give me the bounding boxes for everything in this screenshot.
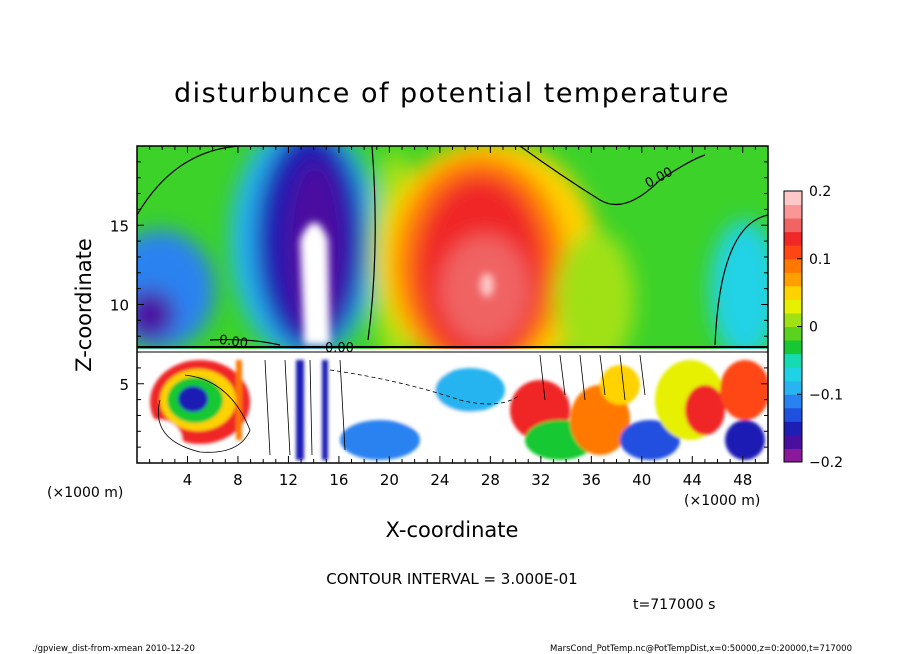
colorbar-swatch [784, 353, 802, 368]
x-axis-unit-left: (×1000 m) [47, 485, 123, 501]
colorbar-swatch [784, 218, 802, 233]
colorbar-swatch [784, 258, 802, 273]
colorbar-tick-label: −0.1 [809, 387, 843, 403]
x-tick-label: 4 [183, 471, 193, 489]
x-tick-label: 24 [430, 471, 449, 489]
x-tick-label: 20 [380, 471, 399, 489]
colorbar-swatch [784, 285, 802, 300]
x-tick-label: 36 [582, 471, 601, 489]
colorbar-swatch [784, 231, 802, 246]
x-tick-label: 32 [531, 471, 550, 489]
colorbar-swatch [784, 326, 802, 341]
y-tick-label: 15 [110, 217, 129, 235]
contour-label: 0.00 [325, 341, 354, 356]
colorbar-swatch [784, 272, 802, 287]
x-axis-unit-right: (×1000 m) [684, 493, 760, 509]
colorbar-swatch [784, 448, 802, 463]
colorbar-tick-label: 0.1 [809, 252, 831, 268]
x-axis: 4 8 12 16 20 24 28 32 36 40 44 48 [149, 146, 756, 489]
colorbar-tick-label: 0 [809, 320, 818, 336]
x-tick-label: 28 [481, 471, 500, 489]
colorbar-swatch [784, 312, 802, 327]
time-label: t=717000 s [633, 597, 715, 613]
colorbar-swatch [784, 191, 802, 206]
y-tick-label: 5 [119, 376, 129, 394]
colorbar-swatch [784, 367, 802, 382]
colorbar-swatch [784, 434, 802, 449]
y-tick-label: 10 [110, 297, 129, 315]
colorbar [783, 190, 803, 463]
colorbar-tick-label: 0.2 [809, 184, 831, 200]
colorbar-tick-label: −0.2 [809, 455, 843, 471]
x-tick-label: 44 [683, 471, 702, 489]
colorbar-swatch [784, 380, 802, 395]
colorbar-swatch [784, 204, 802, 219]
x-tick-label: 16 [329, 471, 348, 489]
footer-left: ./gpview_dist-from-xmean 2010-12-20 [32, 644, 195, 654]
heatmap-field [137, 146, 768, 463]
colorbar-swatch [784, 299, 802, 314]
colorbar-swatch [784, 421, 802, 436]
colorbar-swatch [784, 245, 802, 260]
colorbar-swatch [784, 394, 802, 409]
footer-right: MarsCond_PotTemp.nc@PotTempDist,x=0:5000… [550, 644, 852, 654]
contour-interval-label: CONTOUR INTERVAL = 3.000E-01 [326, 570, 577, 588]
colorbar-swatch [784, 340, 802, 355]
x-axis-title: X-coordinate [386, 518, 519, 542]
x-tick-label: 40 [632, 471, 651, 489]
x-tick-label: 8 [233, 471, 243, 489]
x-tick-label: 12 [279, 471, 298, 489]
contour-label: -0.00 [213, 332, 248, 352]
colorbar-ticks: 0.2 0.1 0 −0.1 −0.2 [797, 184, 843, 471]
y-axis: 5 10 15 [110, 161, 768, 448]
colorbar-swatch [784, 407, 802, 422]
y-axis-title: Z-coordinate [72, 238, 96, 372]
x-tick-label: 48 [733, 471, 752, 489]
chart-title: disturbunce of potential temperature [174, 78, 730, 109]
